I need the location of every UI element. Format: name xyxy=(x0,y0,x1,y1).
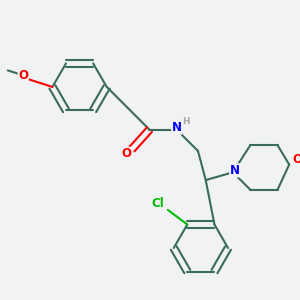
Text: N: N xyxy=(172,121,182,134)
Text: O: O xyxy=(121,147,131,161)
Text: N: N xyxy=(230,164,240,177)
Text: O: O xyxy=(18,69,28,82)
Text: O: O xyxy=(292,153,300,166)
Text: H: H xyxy=(182,117,190,126)
Text: Cl: Cl xyxy=(152,196,165,210)
